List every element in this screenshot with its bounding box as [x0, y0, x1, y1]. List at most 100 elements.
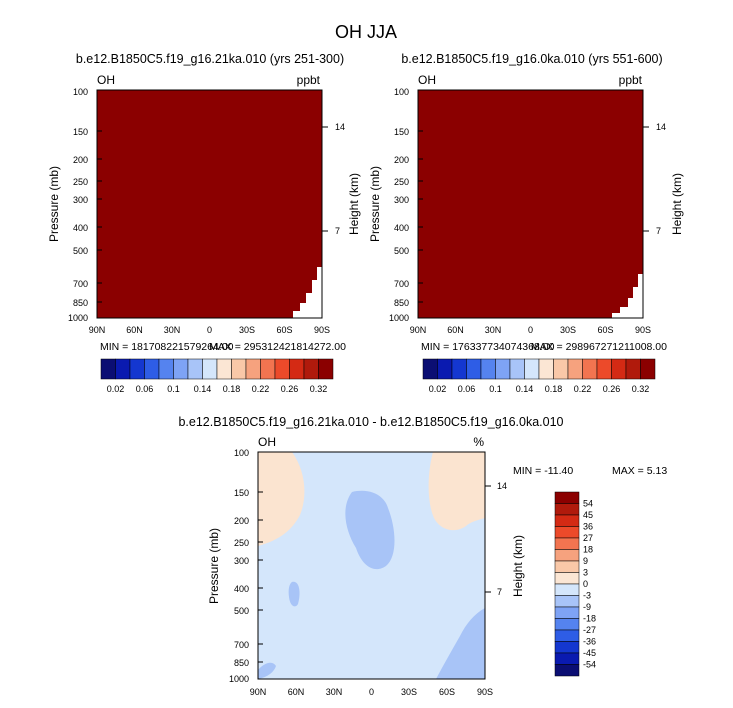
panel-1-field — [97, 90, 322, 318]
colorbar-label: 0.1 — [489, 384, 502, 394]
y-tick-label: 300 — [394, 195, 409, 205]
colorbar-swatch — [554, 560, 580, 573]
colorbar-swatch — [289, 358, 305, 380]
panel-2-colorbar: 0.02 0.06 0.1 0.14 0.18 0.22 0.26 0.32 — [422, 358, 656, 394]
x-tick-label: 60S — [276, 325, 292, 335]
panel-1-y-tick-marks — [97, 126, 328, 303]
y-tick-label: 150 — [394, 127, 409, 137]
y-tick-label: 400 — [73, 223, 88, 233]
panel-3-negative-region-north-surface — [258, 662, 276, 679]
x-tick-label: 60N — [288, 687, 305, 697]
panel-2-title: b.e12.B1850C5.f19_g16.0ka.010 (yrs 551-6… — [401, 52, 662, 66]
figure-title: OH JJA — [335, 22, 397, 42]
panel-1: b.e12.B1850C5.f19_g16.21ka.010 (yrs 251-… — [47, 52, 361, 394]
x-tick-label: 30N — [164, 325, 181, 335]
colorbar-swatch — [554, 514, 580, 527]
colorbar-label: -18 — [583, 614, 596, 624]
y-tick-label: 100 — [234, 448, 249, 458]
y-tick-label: 100 — [394, 87, 409, 97]
y-tick-label: 250 — [234, 538, 249, 548]
panel-2: b.e12.B1850C5.f19_g16.0ka.010 (yrs 551-6… — [368, 52, 684, 394]
x-tick-label: 0 — [369, 687, 374, 697]
colorbar-label: 54 — [583, 499, 593, 509]
panel-3-colorbar: 54 45 36 27 18 9 3 0 -3 -9 -18 -27 -36 -… — [554, 491, 596, 677]
colorbar-swatch — [495, 358, 511, 380]
colorbar-swatch — [274, 358, 290, 380]
colorbar-label: -9 — [583, 602, 591, 612]
y-tick-label: 500 — [73, 246, 88, 256]
colorbar-label: 0.26 — [281, 384, 299, 394]
panel-2-y2-axis-label: Height (km) — [670, 173, 684, 235]
y-tick-label: 1000 — [68, 313, 88, 323]
colorbar-swatch — [202, 358, 218, 380]
y2-tick-label: 7 — [335, 226, 340, 236]
colorbar-swatch — [554, 503, 580, 516]
colorbar-label: 0.26 — [603, 384, 621, 394]
colorbar-swatch — [554, 606, 580, 619]
colorbar-swatch — [245, 358, 261, 380]
colorbar-label: 3 — [583, 568, 588, 578]
colorbar-swatch — [100, 358, 116, 380]
colorbar-swatch — [596, 358, 612, 380]
colorbar-swatch — [554, 583, 580, 596]
x-tick-label: 90N — [89, 325, 106, 335]
colorbar-swatch — [554, 491, 580, 504]
y-tick-label: 100 — [73, 87, 88, 97]
y-tick-label: 700 — [73, 279, 88, 289]
colorbar-label: 0 — [583, 579, 588, 589]
colorbar-swatch — [640, 358, 656, 380]
colorbar-swatch — [554, 526, 580, 539]
colorbar-swatch — [144, 358, 160, 380]
y-tick-label: 500 — [394, 246, 409, 256]
y2-tick-label: 7 — [497, 587, 502, 597]
panel-3-y-tick-marks — [258, 485, 491, 663]
x-tick-label: 0 — [207, 325, 212, 335]
panel-3-units-label: % — [473, 435, 484, 449]
y-tick-label: 700 — [234, 640, 249, 650]
x-tick-label: 30S — [401, 687, 417, 697]
y-tick-label: 1000 — [389, 313, 409, 323]
colorbar-swatch — [554, 629, 580, 642]
colorbar-label: -54 — [583, 660, 596, 670]
panel-3: b.e12.B1850C5.f19_g16.21ka.010 - b.e12.B… — [178, 415, 667, 697]
panel-3-frame — [257, 451, 486, 680]
panel-1-colorbar: 0.02 0.06 0.1 0.14 0.18 0.22 0.26 0.32 — [100, 358, 334, 394]
colorbar-label: -45 — [583, 648, 596, 658]
colorbar-swatch — [480, 358, 496, 380]
y-tick-label: 850 — [234, 658, 249, 668]
colorbar-swatch — [318, 358, 334, 380]
panel-1-variable-label: OH — [97, 73, 115, 87]
colorbar-swatch — [187, 358, 203, 380]
colorbar-swatch — [625, 358, 641, 380]
panel-1-max-label: MAX = 295312421814272.00 — [209, 341, 346, 353]
colorbar-label: 0.02 — [429, 384, 447, 394]
colorbar-label: 0.18 — [545, 384, 563, 394]
panel-3-positive-region-north — [258, 452, 305, 546]
colorbar-swatch — [554, 572, 580, 585]
y-tick-label: 400 — [394, 223, 409, 233]
colorbar-label: 36 — [583, 522, 593, 532]
panel-3-min-label: MIN = -11.40 — [513, 465, 573, 477]
y-tick-label: 250 — [394, 177, 409, 187]
y-tick-label: 200 — [73, 155, 88, 165]
y-tick-label: 1000 — [229, 674, 249, 684]
panel-1-frame — [96, 89, 323, 319]
colorbar-label: 0.02 — [107, 384, 125, 394]
panel-3-y-ticks: 100 150 200 250 300 400 500 700 850 1000 — [229, 448, 249, 684]
colorbar-swatch — [554, 537, 580, 550]
y2-tick-label: 14 — [656, 122, 666, 132]
colorbar-label: 0.32 — [310, 384, 328, 394]
panel-2-variable-label: OH — [418, 73, 436, 87]
colorbar-label: -3 — [583, 591, 591, 601]
colorbar-swatch — [554, 549, 580, 562]
panel-2-y-axis-label: Pressure (mb) — [368, 166, 382, 242]
y-tick-label: 850 — [73, 298, 88, 308]
colorbar-swatch — [509, 358, 525, 380]
y-tick-label: 200 — [234, 516, 249, 526]
y2-tick-label: 7 — [656, 226, 661, 236]
y-tick-label: 700 — [394, 279, 409, 289]
colorbar-swatch — [538, 358, 554, 380]
colorbar-swatch — [129, 358, 145, 380]
colorbar-swatch — [437, 358, 453, 380]
panel-1-y2-axis-label: Height (km) — [347, 173, 361, 235]
